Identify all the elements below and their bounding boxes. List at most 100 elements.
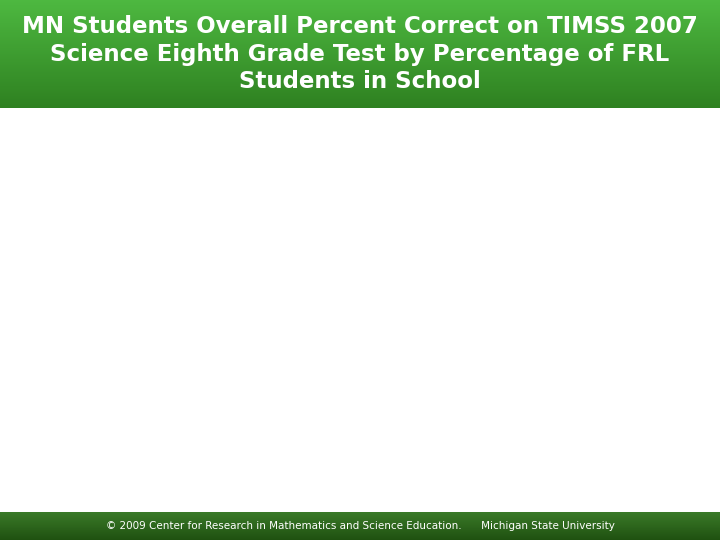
Bar [0, 17, 720, 18]
Bar [0, 12, 720, 13]
Bar [0, 55, 720, 56]
Bar [0, 91, 720, 92]
Bar [0, 79, 720, 80]
Bar [0, 49, 720, 50]
Bar [0, 0, 720, 1]
Bar [0, 52, 720, 53]
Bar [0, 60, 720, 62]
Bar [0, 5, 720, 6]
Bar [0, 16, 720, 17]
Bar [0, 81, 720, 82]
Bar [0, 2, 720, 3]
Bar [0, 27, 720, 28]
Bar [0, 100, 720, 102]
Bar [0, 41, 720, 42]
Bar [0, 35, 720, 36]
Bar [0, 4, 720, 5]
Bar [0, 68, 720, 69]
Bar [0, 13, 720, 14]
Bar [0, 19, 720, 21]
Bar [0, 83, 720, 84]
Bar [0, 1, 720, 2]
Bar [0, 90, 720, 91]
Bar [0, 43, 720, 44]
Bar [0, 26, 720, 27]
Bar [0, 36, 720, 37]
Bar [0, 15, 720, 16]
Bar [0, 86, 720, 87]
Bar [0, 45, 720, 46]
Bar [0, 11, 720, 12]
Bar [0, 71, 720, 72]
Bar [0, 21, 720, 22]
Text: © 2009 Center for Research in Mathematics and Science Education.      Michigan S: © 2009 Center for Research in Mathematic… [106, 521, 614, 531]
Bar [0, 18, 720, 19]
Bar [0, 48, 720, 49]
Bar [0, 62, 720, 63]
Bar [0, 76, 720, 77]
Bar [0, 9, 720, 10]
Bar [0, 102, 720, 103]
Bar [0, 30, 720, 31]
Bar [0, 59, 720, 60]
Bar [0, 96, 720, 97]
Text: MN Students Overall Percent Correct on TIMSS 2007
Science Eighth Grade Test by P: MN Students Overall Percent Correct on T… [22, 15, 698, 93]
Bar [0, 22, 720, 23]
Bar [0, 77, 720, 78]
Bar [0, 72, 720, 73]
Bar [0, 63, 720, 64]
Bar [0, 3, 720, 4]
Bar [0, 29, 720, 30]
Bar [0, 6, 720, 8]
Bar [0, 28, 720, 29]
Bar [0, 57, 720, 58]
Bar [0, 10, 720, 11]
Bar [0, 65, 720, 66]
Bar [0, 80, 720, 81]
Bar [0, 14, 720, 15]
Bar [0, 73, 720, 75]
Bar [0, 99, 720, 100]
Bar [0, 56, 720, 57]
Bar [0, 105, 720, 106]
Bar [0, 67, 720, 68]
Bar [0, 51, 720, 52]
Bar [0, 84, 720, 85]
Bar [0, 66, 720, 67]
Bar [0, 89, 720, 90]
Bar [0, 69, 720, 70]
Bar [0, 8, 720, 9]
Bar [0, 58, 720, 59]
Bar [0, 78, 720, 79]
Bar [0, 95, 720, 96]
Bar [0, 97, 720, 98]
Bar [0, 82, 720, 83]
Bar [0, 33, 720, 35]
Bar [0, 42, 720, 43]
Bar [0, 39, 720, 40]
Bar [0, 25, 720, 26]
Bar [0, 24, 720, 25]
Bar [0, 75, 720, 76]
Bar [0, 64, 720, 65]
Bar [0, 53, 720, 54]
Bar [0, 85, 720, 86]
Bar [0, 44, 720, 45]
Bar [0, 32, 720, 33]
Bar [0, 31, 720, 32]
Bar [0, 70, 720, 71]
Bar [0, 54, 720, 55]
Bar [0, 93, 720, 94]
Bar [0, 46, 720, 48]
Bar [0, 106, 720, 107]
Bar [0, 87, 720, 89]
Bar [0, 107, 720, 108]
Bar [0, 38, 720, 39]
Bar [0, 50, 720, 51]
Bar [0, 104, 720, 105]
Bar [0, 40, 720, 41]
Bar [0, 103, 720, 104]
Bar [0, 94, 720, 95]
Bar [0, 37, 720, 38]
Bar [0, 92, 720, 93]
